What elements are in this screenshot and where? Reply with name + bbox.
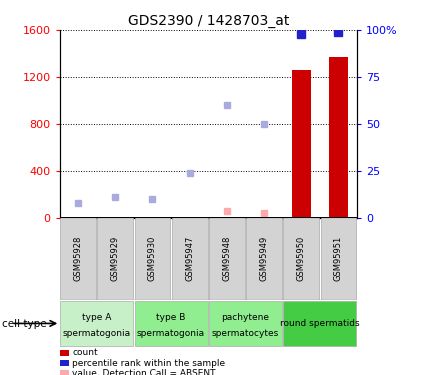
Text: GSM95951: GSM95951 [334, 236, 343, 281]
Text: percentile rank within the sample: percentile rank within the sample [72, 358, 225, 368]
Text: GSM95950: GSM95950 [297, 236, 306, 281]
Bar [209, 217, 245, 300]
Text: count: count [72, 348, 98, 357]
Text: type B: type B [156, 314, 186, 322]
Text: cell type: cell type [2, 320, 47, 329]
Text: GSM95928: GSM95928 [74, 236, 82, 281]
Text: pachytene: pachytene [221, 314, 269, 322]
Bar [283, 217, 319, 300]
Text: round spermatids: round spermatids [280, 319, 360, 328]
Text: value, Detection Call = ABSENT: value, Detection Call = ABSENT [72, 369, 216, 375]
Text: GSM95930: GSM95930 [148, 236, 157, 281]
Title: GDS2390 / 1428703_at: GDS2390 / 1428703_at [128, 13, 289, 28]
Bar [172, 217, 207, 300]
Bar [246, 217, 282, 300]
Bar [135, 301, 207, 346]
Bar [135, 217, 170, 300]
Bar [60, 217, 96, 300]
Text: GSM95947: GSM95947 [185, 236, 194, 281]
Text: spermatogonia: spermatogonia [62, 329, 131, 338]
Bar [209, 301, 282, 346]
Text: spermatocytes: spermatocytes [212, 329, 279, 338]
Bar [292, 70, 311, 217]
Text: GSM95949: GSM95949 [260, 236, 269, 281]
Bar [329, 57, 348, 217]
Bar [320, 217, 356, 300]
Text: type A: type A [82, 314, 111, 322]
Bar [97, 217, 133, 300]
Bar [283, 301, 356, 346]
Bar [60, 301, 133, 346]
Text: GSM95948: GSM95948 [222, 236, 231, 281]
Text: spermatogonia: spermatogonia [137, 329, 205, 338]
Text: GSM95929: GSM95929 [111, 236, 120, 281]
